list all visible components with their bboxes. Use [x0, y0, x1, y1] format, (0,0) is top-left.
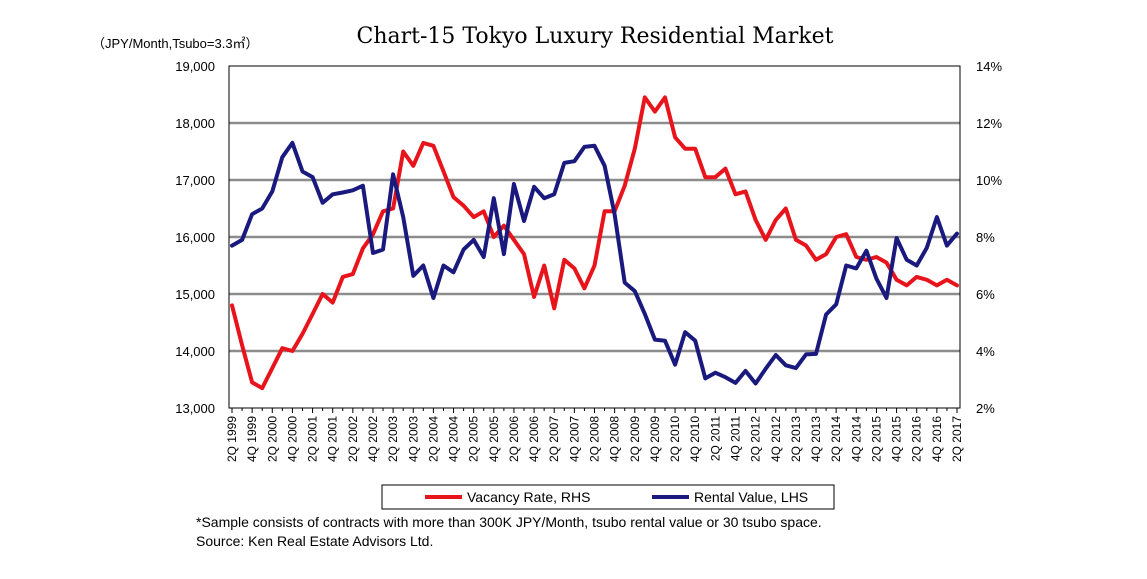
x-tick-label: 2Q 2010 — [668, 416, 682, 462]
x-tick-label: 2Q 2003 — [386, 416, 400, 462]
y-right-tick-label: 14% — [976, 59, 1002, 74]
x-tick-label: 4Q 2004 — [447, 416, 461, 462]
chart-title: Chart-15 Tokyo Luxury Residential Market — [357, 24, 834, 49]
y-right-tick-label: 12% — [976, 116, 1002, 131]
vacancy-rate-line — [230, 95, 959, 391]
x-tick-label: 4Q 2010 — [688, 416, 702, 462]
x-tick-label: 4Q 2001 — [326, 416, 340, 462]
footnote-sample: *Sample consists of contracts with more … — [196, 514, 822, 530]
x-tick-label: 4Q 2002 — [366, 416, 380, 462]
x-tick-label: 2Q 2017 — [950, 416, 964, 462]
x-tick-label: 4Q 2003 — [406, 416, 420, 462]
x-tick-label: 4Q 2013 — [809, 416, 823, 462]
y-left-tick-label: 17,000 — [175, 173, 215, 188]
y-right-tick-label: 4% — [976, 344, 995, 359]
x-tick-label: 2Q 1999 — [225, 416, 239, 462]
y-right-tick-label: 10% — [976, 173, 1002, 188]
x-tick-label: 2Q 2011 — [708, 416, 722, 461]
y-left-tick-label: 15,000 — [175, 287, 215, 302]
x-tick-label: 2Q 2012 — [749, 416, 763, 462]
x-tick-label: 2Q 2013 — [789, 416, 803, 462]
x-tick-label: 2Q 2009 — [628, 416, 642, 462]
x-tick-label: 2Q 2007 — [547, 416, 561, 462]
x-tick-label: 4Q 2016 — [930, 416, 944, 462]
x-tick-label: 4Q 2012 — [769, 416, 783, 462]
footnote-source: Source: Ken Real Estate Advisors Ltd. — [196, 533, 433, 549]
x-tick-label: 2Q 2016 — [910, 416, 924, 462]
x-tick-label: 2Q 2015 — [869, 416, 883, 462]
x-tick-label: 4Q 2008 — [608, 416, 622, 462]
y-right-tick-label: 2% — [976, 401, 995, 416]
y-left-tick-label: 18,000 — [175, 116, 215, 131]
y-right-tick-label: 8% — [976, 230, 995, 245]
y-left-tick-label: 13,000 — [175, 401, 215, 416]
legend-label-rental: Rental Value, LHS — [694, 489, 808, 505]
x-tick-label: 4Q 2005 — [487, 416, 501, 462]
y-axis-unit-label: （JPY/Month,Tsubo=3.3㎡） — [92, 36, 259, 51]
x-tick-label: 2Q 2001 — [306, 416, 320, 462]
gridlines — [229, 121, 960, 353]
x-tick-label: 2Q 2006 — [507, 416, 521, 462]
y-left-tick-label: 14,000 — [175, 344, 215, 359]
right-axis: 2% 4% 6% 8% 10% 12% 14% — [976, 59, 1002, 416]
x-tick-label: 2Q 2004 — [426, 416, 440, 462]
y-right-tick-label: 6% — [976, 287, 995, 302]
x-tick-label: 4Q 2011 — [728, 416, 742, 461]
x-tick-label: 4Q 2000 — [285, 416, 299, 462]
x-tick-label: 2Q 2000 — [265, 416, 279, 462]
legend-label-vacancy: Vacancy Rate, RHS — [467, 489, 590, 505]
y-left-tick-label: 16,000 — [175, 230, 215, 245]
x-tick-label: 4Q 2007 — [567, 416, 581, 462]
x-tick-label: 2Q 2005 — [467, 416, 481, 462]
y-left-tick-label: 19,000 — [175, 59, 215, 74]
x-tick-label: 2Q 2014 — [829, 416, 843, 462]
x-tick-label: 4Q 2006 — [527, 416, 541, 462]
left-axis: 13,000 14,000 15,000 16,000 17,000 18,000 19,0… — [175, 59, 215, 416]
x-tick-label: 4Q 1999 — [245, 416, 259, 462]
x-tick-label: 4Q 2015 — [890, 416, 904, 462]
x-tick-label: 2Q 2008 — [588, 416, 602, 462]
x-tick-label: 2Q 2002 — [346, 416, 360, 462]
x-tick-label: 4Q 2009 — [648, 416, 662, 462]
x-tick-label: 4Q 2014 — [849, 416, 863, 462]
legend: Vacancy Rate, RHS Rental Value, LHS — [381, 484, 835, 510]
series-layer — [230, 95, 959, 391]
x-axis: 2Q 1999 4Q 1999 2Q 2000 4Q 2000 2Q 2001 4Q 20… — [225, 408, 964, 462]
rental-value-line — [230, 140, 959, 386]
